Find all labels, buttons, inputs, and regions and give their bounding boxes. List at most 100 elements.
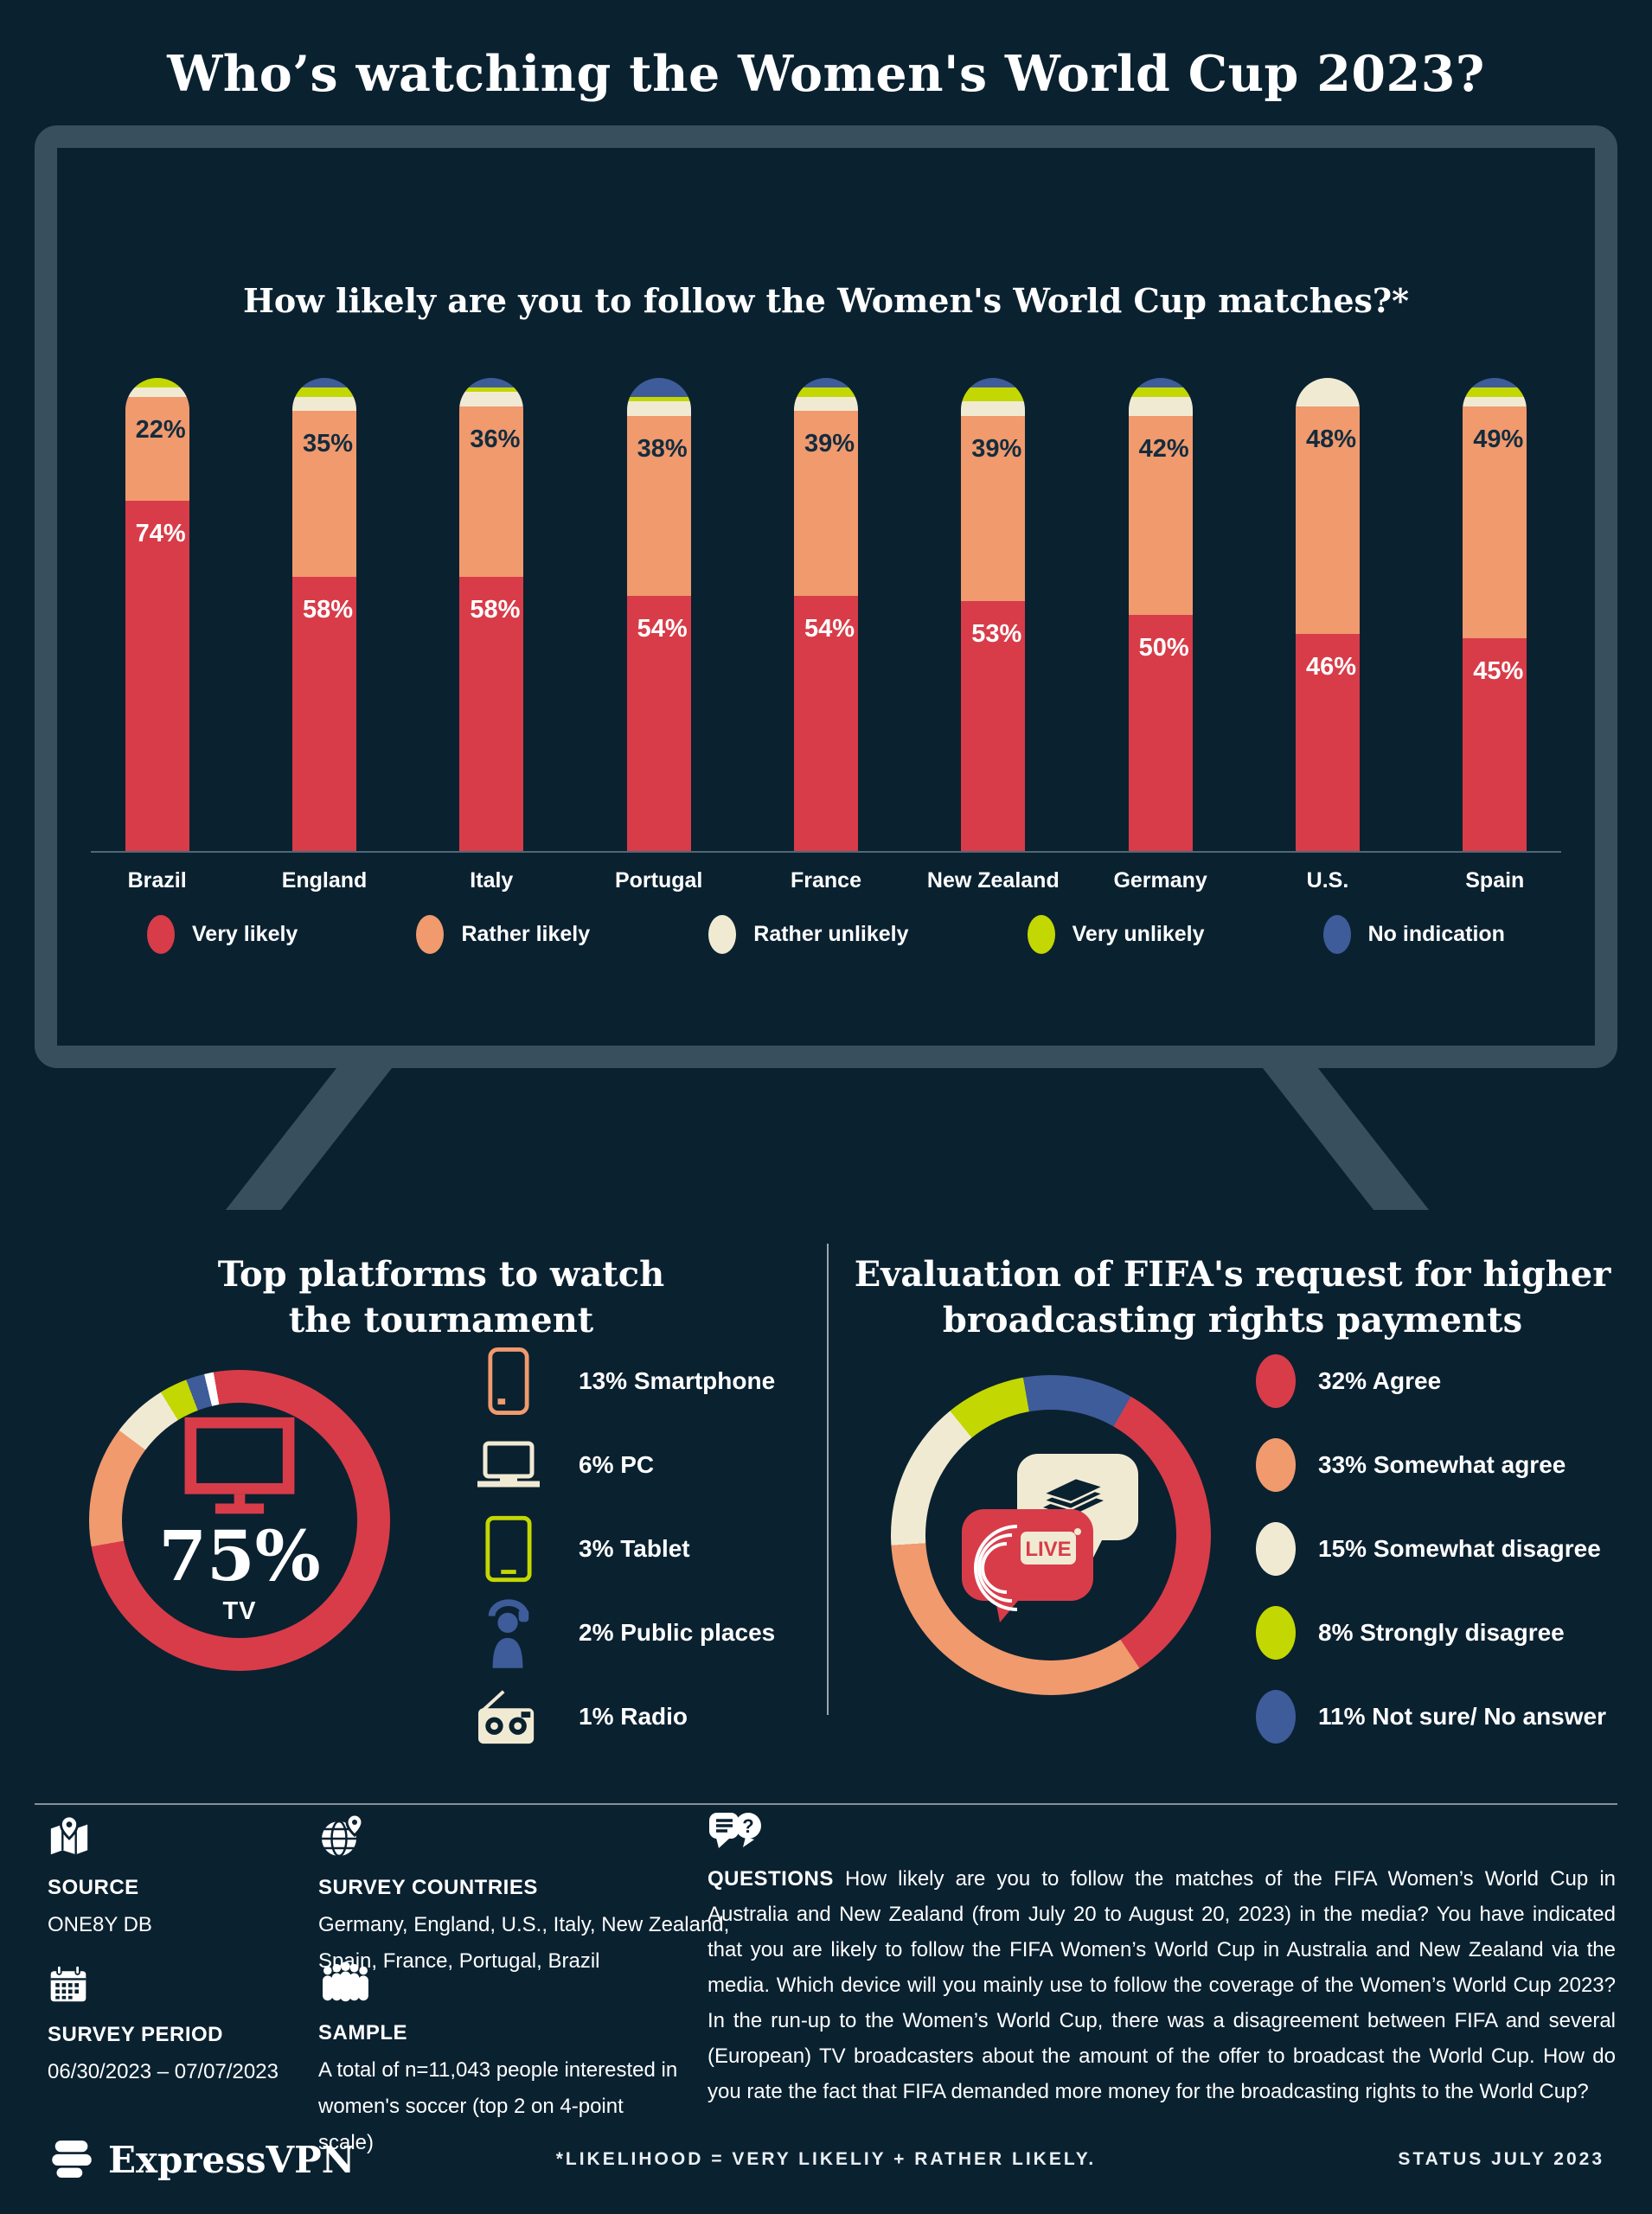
fifa-legend-dot xyxy=(1256,1521,1296,1576)
tv-leg-left xyxy=(225,1068,393,1210)
bar-column-new-zealand: 39% 53% xyxy=(910,378,1077,852)
country-label: France xyxy=(790,868,861,893)
fifa-legend-dot xyxy=(1256,1689,1296,1744)
country-label: Portugal xyxy=(614,868,703,893)
legend-label: No indication xyxy=(1367,922,1505,946)
rather-likely-value: 35% xyxy=(302,430,354,458)
country-label: Brazil xyxy=(127,868,187,893)
fifa-donut-center: LIVE xyxy=(925,1410,1176,1660)
rather-likely-value: 42% xyxy=(1138,434,1189,463)
list-item-smartphone: 13% Smartphone xyxy=(471,1339,817,1423)
fifa-legend: 32% Agree 33% Somewhat agree 15% Somewhat … xyxy=(1256,1339,1628,1758)
tablet-icon xyxy=(471,1514,546,1584)
fifa-legend-item: 33% Somewhat agree xyxy=(1256,1423,1628,1507)
tv-icon xyxy=(184,1417,295,1513)
legend-label: Very unlikely xyxy=(1072,922,1205,946)
very-likely-value: 54% xyxy=(637,615,688,643)
rather-likely-value: 48% xyxy=(1305,425,1356,453)
country-label: England xyxy=(281,868,368,893)
footer-period: SURVEY PERIOD 06/30/2023 – 07/07/2023 xyxy=(48,1961,290,2090)
fifa-legend-label: 15% Somewhat disagree xyxy=(1318,1534,1601,1562)
legend-item-rather_unlikely: Rather unlikely xyxy=(708,915,909,954)
pc-icon xyxy=(471,1440,546,1490)
very-likely-value: 58% xyxy=(470,596,521,624)
stacked-bar: 22% 74% xyxy=(125,378,189,852)
questions-icon-block: ? xyxy=(708,1809,763,1859)
bar-column-spain: 49% 45% xyxy=(1412,378,1578,852)
country-label: New Zealand xyxy=(926,868,1060,893)
very-likely-value: 58% xyxy=(302,596,354,624)
rather-likely-value: 38% xyxy=(637,434,688,463)
bar-column-italy: 36% 58% xyxy=(408,378,575,852)
fifa-legend-label: 11% Not sure/ No answer xyxy=(1318,1702,1607,1730)
fifa-legend-item: 11% Not sure/ No answer xyxy=(1256,1674,1628,1758)
section-divider xyxy=(827,1244,829,1715)
tv-leg-right xyxy=(1262,1068,1430,1210)
bottom-bar: ExpressVPN *LIKELIHOOD = VERY LIKELIY + … xyxy=(48,2129,1604,2190)
legend-item-very_likely: Very likely xyxy=(147,915,298,954)
public-places-icon xyxy=(471,1597,546,1668)
fifa-legend-label: 32% Agree xyxy=(1318,1366,1442,1394)
people-group-icon xyxy=(323,1961,368,2002)
questions-label: QUESTIONS xyxy=(708,1867,834,1891)
live-broadcast-icon: LIVE xyxy=(961,1453,1138,1622)
fifa-donut: LIVE xyxy=(891,1375,1211,1695)
stacked-bar: 49% 45% xyxy=(1463,378,1527,852)
legend-dot xyxy=(1322,915,1351,954)
tv-share-value: 75% xyxy=(158,1514,321,1597)
fifa-legend-dot xyxy=(1256,1353,1296,1408)
footer-sample: SAMPLE A total of n=11,043 people intere… xyxy=(318,1961,682,2161)
map-icon xyxy=(50,1814,88,1855)
legend-item-no_indication: No indication xyxy=(1322,915,1505,954)
globe-pin-icon xyxy=(322,1813,364,1858)
very-likely-value: 54% xyxy=(804,615,855,643)
bar-column-england: 35% 58% xyxy=(240,378,407,852)
chart-baseline xyxy=(91,851,1561,853)
fifa-legend-label: 8% Strongly disagree xyxy=(1318,1618,1565,1646)
footer-source: SOURCE ONE8Y DB xyxy=(48,1814,229,1943)
fifa-legend-item: 15% Somewhat disagree xyxy=(1256,1507,1628,1590)
bars-row: 22% 74% 35% 58% 36% 58% 38% 54% 39% 54% 39% 53% 42% 5… xyxy=(74,378,1578,852)
list-item-radio: 1% Radio xyxy=(471,1674,817,1758)
radio-icon xyxy=(471,1687,546,1746)
bar-column-france: 39% 54% xyxy=(742,378,909,852)
footer-countries: SURVEY COUNTRIES Germany, England, U.S.,… xyxy=(318,1813,732,1980)
fifa-legend-dot xyxy=(1256,1605,1296,1660)
very-likely-value: 45% xyxy=(1473,657,1524,686)
stacked-bar: 39% 54% xyxy=(793,378,858,852)
bar-column-brazil: 22% 74% xyxy=(74,378,240,852)
calendar-icon xyxy=(50,1964,86,2002)
bar-column-portugal: 38% 54% xyxy=(575,378,742,852)
svg-text:?: ? xyxy=(742,1815,753,1837)
platforms-title: Top platforms to watch the tournament xyxy=(217,1254,665,1341)
legend-item-very_unlikely: Very unlikely xyxy=(1027,915,1205,954)
rather-likely-value: 36% xyxy=(470,425,521,453)
questions-text: QUESTIONS How likely are you to follow t… xyxy=(708,1867,1617,2103)
legend-label: Rather unlikely xyxy=(753,922,909,946)
bar-column-u-s-: 48% 46% xyxy=(1244,378,1411,852)
country-label: Germany xyxy=(1113,868,1207,893)
fifa-legend-item: 8% Strongly disagree xyxy=(1256,1590,1628,1674)
stacked-bar: 48% 46% xyxy=(1295,378,1360,852)
platform-list: 13% Smartphone 6% PC 3% Tablet 2% Public… xyxy=(471,1339,817,1758)
smartphone-icon xyxy=(471,1346,546,1417)
country-labels: Brazil England Italy Portugal France New Zeal… xyxy=(74,868,1578,893)
very-likely-value: 46% xyxy=(1305,652,1356,681)
likelihood-footnote: *LIKELIHOOD = VERY LIKELIY + RATHER LIKE… xyxy=(555,2149,1097,2169)
status-label: STATUS JULY 2023 xyxy=(1398,2149,1604,2169)
bar-column-germany: 42% 50% xyxy=(1077,378,1244,852)
very-likely-value: 50% xyxy=(1138,634,1189,662)
legend-dot xyxy=(1027,915,1055,954)
stacked-bar: 42% 50% xyxy=(1128,378,1193,852)
list-item-pc: 6% PC xyxy=(471,1423,817,1507)
stacked-bar: 38% 54% xyxy=(626,378,691,852)
brand-name: ExpressVPN xyxy=(108,2138,355,2181)
country-label: Italy xyxy=(470,868,514,893)
very-likely-value: 53% xyxy=(971,619,1022,648)
legend-dot xyxy=(708,915,737,954)
chat-question-icon: ? xyxy=(709,1813,761,1848)
legend-dot xyxy=(416,915,445,954)
platforms-donut: 75% TV xyxy=(89,1370,390,1671)
footer-divider xyxy=(35,1803,1617,1805)
